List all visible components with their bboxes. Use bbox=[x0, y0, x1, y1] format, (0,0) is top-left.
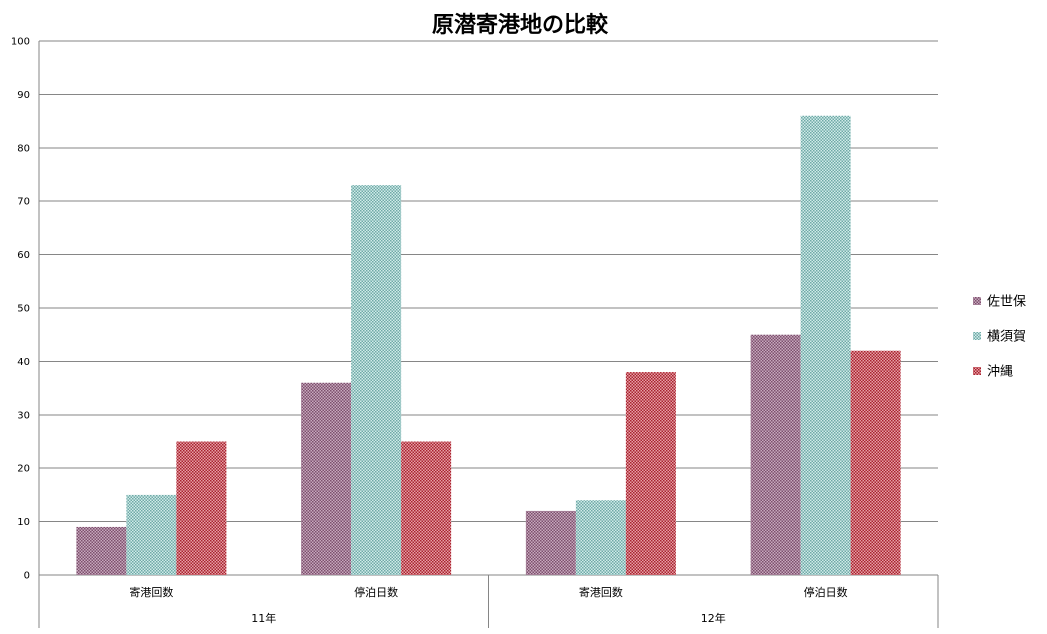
x-category-label: 停泊日数 bbox=[354, 585, 398, 599]
legend-label: 沖縄 bbox=[987, 365, 1013, 380]
bar-横須賀-3 bbox=[800, 115, 851, 575]
y-tick-label: 70 bbox=[17, 197, 30, 208]
legend-swatch bbox=[973, 297, 981, 305]
x-category-label: 寄港回数 bbox=[579, 585, 623, 599]
y-tick-label: 0 bbox=[24, 571, 30, 582]
bars bbox=[76, 115, 901, 575]
legend-swatch bbox=[973, 367, 981, 375]
bar-横須賀-0 bbox=[126, 494, 177, 575]
legend-label: 佐世保 bbox=[987, 295, 1026, 310]
y-tick-label: 100 bbox=[11, 37, 30, 48]
y-tick-label: 20 bbox=[17, 464, 30, 475]
bar-佐世保-2 bbox=[525, 510, 576, 575]
bar-佐世保-0 bbox=[76, 526, 127, 575]
y-tick-label: 30 bbox=[17, 410, 30, 421]
bar-横須賀-2 bbox=[575, 500, 626, 575]
y-tick-label: 10 bbox=[17, 517, 30, 528]
bar-沖縄-3 bbox=[850, 350, 901, 575]
x-group-label: 12年 bbox=[701, 611, 726, 625]
y-axis: 0 10 20 30 40 50 60 70 80 90 100 bbox=[11, 37, 40, 628]
x-category-label: 寄港回数 bbox=[129, 585, 173, 599]
bar-佐世保-3 bbox=[750, 334, 801, 575]
legend-label: 横須賀 bbox=[987, 330, 1026, 345]
bar-横須賀-1 bbox=[351, 185, 402, 575]
y-tick-label: 40 bbox=[17, 357, 30, 368]
y-tick-label: 80 bbox=[17, 143, 30, 154]
bar-沖縄-0 bbox=[176, 441, 227, 575]
chart-title: 原潜寄港地の比較 bbox=[432, 12, 609, 38]
x-axis: 寄港回数 停泊日数 寄港回数 停泊日数 11年 12年 bbox=[38, 575, 939, 628]
y-tick-label: 60 bbox=[17, 250, 30, 261]
legend-swatch bbox=[973, 332, 981, 340]
bar-沖縄-1 bbox=[401, 441, 452, 575]
bar-佐世保-1 bbox=[301, 382, 352, 575]
x-group-label: 11年 bbox=[251, 611, 276, 625]
bar-沖縄-2 bbox=[625, 372, 676, 575]
x-category-label: 停泊日数 bbox=[804, 585, 848, 599]
y-tick-label: 90 bbox=[17, 90, 30, 101]
y-tick-label: 50 bbox=[17, 304, 30, 315]
